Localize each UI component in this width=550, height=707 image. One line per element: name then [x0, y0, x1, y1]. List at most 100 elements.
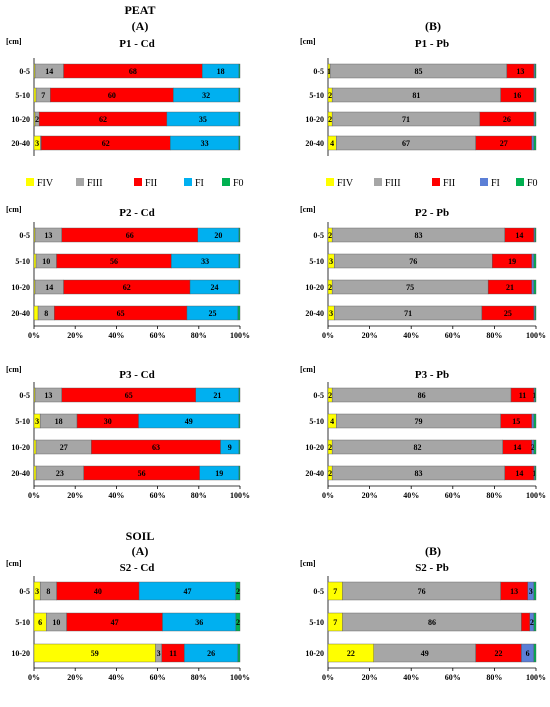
data-label: 83	[414, 469, 422, 478]
data-label: 65	[117, 309, 125, 318]
data-label: 81	[412, 91, 420, 100]
data-label: 47	[111, 618, 119, 627]
x-tick-label: 80%	[486, 673, 502, 682]
bar-segment-f0	[238, 253, 241, 269]
data-label: 3	[35, 417, 39, 426]
chart-title: S2 - Pb	[415, 562, 449, 574]
bar-segment-f0	[235, 581, 241, 601]
x-tick-label: 80%	[191, 673, 207, 682]
bar-segment-f0	[534, 87, 537, 103]
x-tick-label: 100%	[526, 491, 546, 500]
data-label: 71	[402, 115, 410, 124]
category-label: 0-5	[313, 587, 324, 596]
bar-segment-f0	[534, 227, 537, 243]
data-label: 19	[508, 257, 516, 266]
data-label: 11	[169, 649, 177, 658]
data-label: 25	[208, 309, 216, 318]
data-label: 16	[513, 91, 521, 100]
bar-segment-f0	[238, 279, 241, 295]
fractions-legend: FIV FIII FII FI F0 FIV FIII FII FI F0	[26, 178, 538, 189]
data-label: 3	[329, 257, 333, 266]
data-label: 8	[46, 587, 50, 596]
data-label: 2	[236, 587, 240, 596]
x-tick-label: 80%	[191, 331, 207, 340]
data-label: 21	[506, 283, 514, 292]
data-label: 19	[215, 469, 223, 478]
bar-segment-f0	[238, 413, 241, 429]
legend-swatch-fiv	[326, 178, 334, 186]
x-tick-label: 40%	[403, 331, 419, 340]
x-tick-label: 60%	[150, 673, 166, 682]
category-label: 0-5	[19, 587, 30, 596]
data-label: 56	[110, 257, 118, 266]
category-label: 0-5	[19, 231, 30, 240]
legend-swatch-fi	[480, 178, 488, 186]
data-label: 13	[516, 67, 524, 76]
panel-label-peat-a: (A)	[132, 19, 149, 33]
data-label: 2	[328, 469, 332, 478]
data-label: 7	[333, 618, 337, 627]
data-label: 2	[236, 618, 240, 627]
unit-label: [cm]	[300, 205, 316, 214]
legend-label: F0	[527, 178, 538, 189]
bar-segment-f0	[238, 387, 241, 403]
data-label: 59	[91, 649, 99, 658]
data-label: 3	[529, 587, 533, 596]
x-tick-label: 20%	[362, 673, 378, 682]
x-tick-label: 60%	[150, 331, 166, 340]
category-label: 10-20	[11, 443, 30, 452]
x-tick-label: 80%	[486, 491, 502, 500]
legend-label: FIII	[385, 178, 401, 189]
data-label: 2	[531, 443, 535, 452]
bar-segment-f0	[533, 135, 537, 151]
data-label: 13	[510, 587, 518, 596]
x-tick-label: 60%	[445, 673, 461, 682]
category-label: 5-10	[15, 91, 30, 100]
legend-swatch-fii	[134, 178, 142, 186]
category-label: 10-20	[305, 443, 324, 452]
data-label: 7	[41, 91, 45, 100]
bar-segment-fiv	[33, 253, 37, 269]
data-label: 32	[202, 91, 210, 100]
x-tick-label: 20%	[67, 331, 83, 340]
data-label: 18	[55, 417, 63, 426]
legend-swatch-fii	[432, 178, 440, 186]
data-label: 33	[201, 257, 209, 266]
category-label: 5-10	[15, 257, 30, 266]
data-label: 66	[126, 231, 134, 240]
category-label: 0-5	[313, 231, 324, 240]
data-label: 22	[347, 649, 355, 658]
data-label: 10	[42, 257, 50, 266]
bar-segment-f0	[533, 612, 537, 632]
bar-segment-f0	[534, 111, 537, 127]
x-tick-label: 40%	[108, 491, 124, 500]
panel-label-soil-b: (B)	[425, 544, 441, 558]
x-tick-label: 40%	[403, 673, 419, 682]
bar-segment-fii	[521, 612, 530, 632]
bar-segment-fi	[531, 253, 535, 269]
bar-segment-f0	[533, 279, 537, 295]
panel-label-peat-b: (B)	[425, 19, 441, 33]
x-tick-label: 60%	[445, 491, 461, 500]
x-tick-label: 0%	[322, 491, 334, 500]
legend-swatch-f0	[222, 178, 230, 186]
section-title-peat: PEAT	[124, 3, 155, 17]
category-label: 0-5	[313, 391, 324, 400]
chart-title: P2 - Cd	[119, 207, 154, 219]
data-label: 62	[102, 139, 110, 148]
data-label: 6	[526, 649, 530, 658]
category-label: 5-10	[309, 257, 324, 266]
data-label: 82	[413, 443, 421, 452]
x-tick-label: 60%	[150, 491, 166, 500]
chart-title: S2 - Cd	[120, 562, 155, 574]
data-label: 3	[35, 587, 39, 596]
data-label: 15	[512, 417, 520, 426]
data-label: 7	[333, 587, 337, 596]
x-tick-label: 80%	[191, 491, 207, 500]
chart-4: P3 - Cd [cm] 0-5 13 65 21 5-10 3 18 30 49 10-20 27 63…	[6, 365, 250, 500]
data-label: 35	[199, 115, 207, 124]
data-label: 36	[195, 618, 203, 627]
x-tick-label: 100%	[230, 331, 250, 340]
data-label: 14	[515, 469, 523, 478]
